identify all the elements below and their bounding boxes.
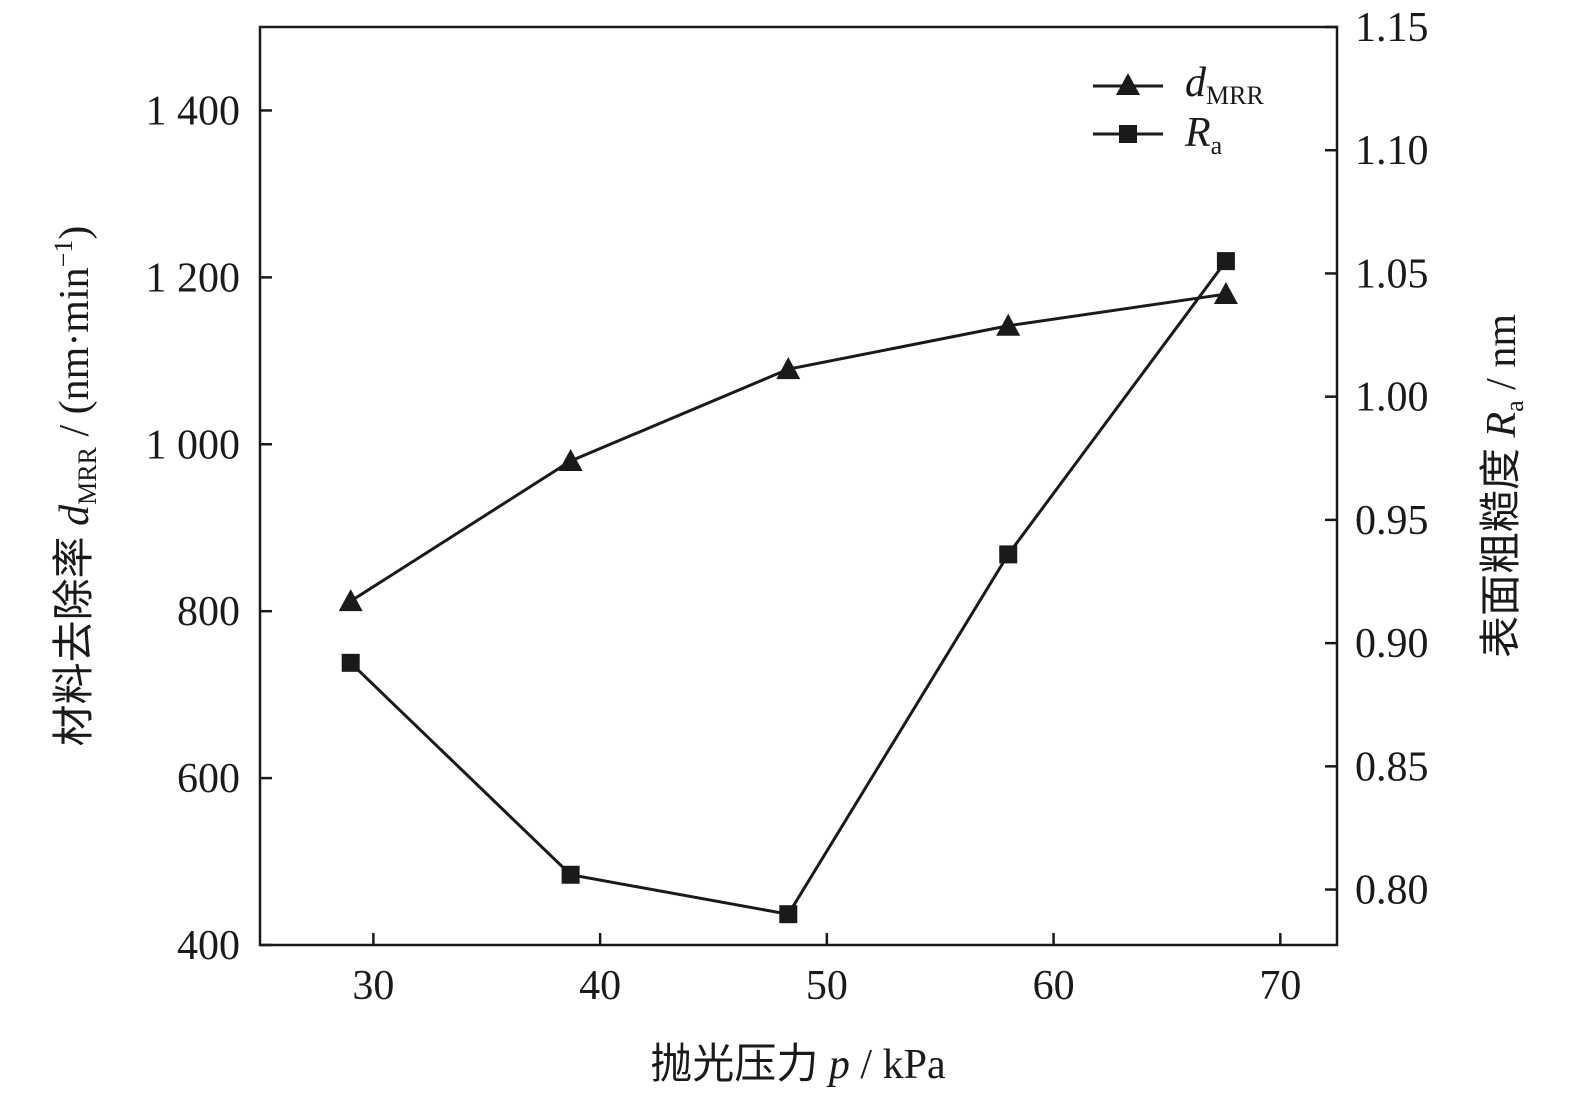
data-point-ra (561, 865, 580, 884)
legend-label-ra: Ra (1184, 110, 1223, 160)
right-y-tick-label: 1.05 (1355, 251, 1429, 297)
right-y-tick-label: 0.85 (1355, 744, 1429, 790)
legend-triangle-marker (1116, 73, 1140, 95)
right-y-tick-label: 0.95 (1355, 498, 1429, 544)
x-tick-label: 50 (806, 963, 848, 1009)
plot-frame (258, 25, 1339, 947)
right-y-tick-label: 1.10 (1355, 128, 1429, 174)
right-y-axis-title: 表面粗糙度 Ra / nm (1479, 314, 1529, 658)
left-y-axis-title-main: 材料去除率 (51, 526, 98, 747)
x-tick-label: 30 (352, 963, 394, 1009)
right-y-tick-label: 0.80 (1355, 868, 1429, 914)
series-layer (338, 252, 1238, 924)
data-point-dmrr (558, 448, 583, 471)
right-y-axis-title-main: 表面粗糙度 (1479, 438, 1525, 659)
data-point-ra (779, 905, 798, 924)
data-point-dmrr (996, 313, 1021, 336)
series-line-dmrr (349, 292, 1227, 603)
left-y-tick-label: 600 (177, 756, 240, 802)
x-tick-label: 60 (1033, 963, 1075, 1009)
data-point-dmrr (1213, 282, 1238, 305)
legend-item-dmrr: dMRR (1093, 60, 1264, 110)
right-y-axis-ticks: 0.80 0.85 0.90 0.95 1.00 1.05 1.10 1.15 (1325, 5, 1429, 914)
left-y-axis-title-close: ) (52, 226, 98, 240)
left-y-axis-title-unit: / (nm·min (52, 267, 98, 447)
x-tick-label: 70 (1259, 963, 1301, 1009)
left-y-axis-ticks: 400 600 800 1 000 1 200 1 400 (146, 88, 272, 969)
x-axis-title: 抛光压力 p / kPa (650, 1042, 946, 1088)
right-y-axis-title-unit: / nm (1479, 314, 1525, 401)
data-point-dmrr (338, 589, 363, 612)
data-point-ra (1216, 252, 1235, 271)
left-y-axis-title-sub: MRR (73, 446, 102, 504)
data-point-dmrr (776, 357, 801, 380)
right-y-tick-label: 1.00 (1355, 375, 1429, 421)
legend-label-ra-main: R (1184, 110, 1211, 156)
right-y-axis-title-sub: a (1500, 400, 1529, 412)
legend-label-dmrr-sub: MRR (1206, 81, 1264, 110)
left-y-tick-label: 1 200 (146, 255, 241, 301)
x-axis-title-main: 抛光压力 (650, 1042, 829, 1088)
left-y-tick-label: 1 000 (146, 422, 241, 468)
x-axis-title-var: p (826, 1042, 850, 1088)
legend-square-marker (1119, 125, 1137, 143)
left-y-axis-title: 材料去除率 dMRR / (nm·min−1) (49, 226, 102, 747)
legend-label-ra-sub: a (1211, 131, 1223, 160)
data-point-ra (999, 545, 1018, 564)
left-y-axis-title-sup: −1 (49, 240, 78, 268)
x-axis-ticks: 30 40 50 60 70 (352, 933, 1301, 1009)
left-y-tick-label: 1 400 (146, 88, 241, 134)
left-y-tick-label: 800 (177, 589, 240, 635)
x-tick-label: 40 (579, 963, 621, 1009)
legend-item-ra: Ra (1093, 110, 1223, 160)
x-axis-title-unit: / kPa (850, 1042, 946, 1088)
data-point-ra (341, 653, 360, 672)
legend-label-dmrr-main: d (1185, 60, 1207, 106)
left-y-axis-title-var: d (52, 504, 98, 526)
legend-label-dmrr: dMRR (1185, 60, 1264, 110)
right-y-tick-label: 1.15 (1355, 5, 1429, 51)
left-y-tick-label: 400 (177, 923, 240, 969)
right-y-axis-title-var: R (1479, 412, 1525, 439)
right-y-tick-label: 0.90 (1355, 621, 1429, 667)
legend: dMRR Ra (1093, 60, 1264, 160)
